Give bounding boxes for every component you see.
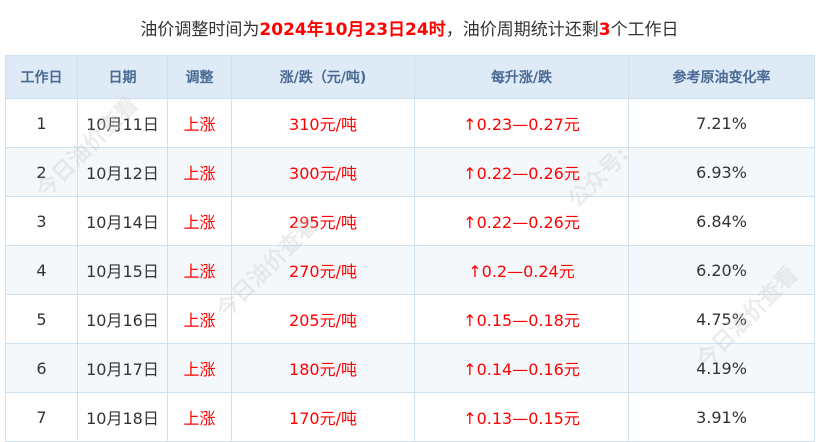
cell-date: 10月14日 [77, 196, 168, 246]
table-row: 3 10月14日 上涨 295元/吨 ↑0.22—0.26元 6.84% [5, 196, 815, 246]
table-row: 2 10月12日 上涨 300元/吨 ↑0.22—0.26元 6.93% [5, 147, 815, 197]
cell-date: 10月12日 [77, 147, 168, 197]
cell-adj: 上涨 [167, 196, 232, 246]
cell-rate: 6.20% [628, 245, 815, 295]
cell-rate: 4.19% [628, 343, 815, 393]
cell-rate: 6.93% [628, 147, 815, 197]
column-header: 参考原油变化率 [628, 55, 815, 99]
cell-liter: ↑0.2—0.24元 [414, 245, 629, 295]
cell-ton: 170元/吨 [231, 392, 415, 442]
cell-date: 10月11日 [77, 98, 168, 148]
cell-date: 10月15日 [77, 245, 168, 295]
cell-liter: ↑0.22—0.26元 [414, 196, 629, 246]
cell-ton: 295元/吨 [231, 196, 415, 246]
cell-adj: 上涨 [167, 294, 232, 344]
cell-rate: 4.75% [628, 294, 815, 344]
column-header: 调整 [167, 55, 232, 99]
table-row: 5 10月16日 上涨 205元/吨 ↑0.15—0.18元 4.75% [5, 294, 815, 344]
column-header: 日期 [77, 55, 168, 99]
cell-rate: 7.21% [628, 98, 815, 148]
cell-liter: ↑0.22—0.26元 [414, 147, 629, 197]
column-header: 每升涨/跌 [414, 55, 629, 99]
cell-ton: 270元/吨 [231, 245, 415, 295]
column-header: 工作日 [5, 55, 78, 99]
cell-adj: 上涨 [167, 98, 232, 148]
table-row: 1 10月11日 上涨 310元/吨 ↑0.23—0.27元 7.21% [5, 98, 815, 148]
cell-liter: ↑0.13—0.15元 [414, 392, 629, 442]
cell-rate: 6.84% [628, 196, 815, 246]
cell-liter: ↑0.23—0.27元 [414, 98, 629, 148]
cell-liter: ↑0.15—0.18元 [414, 294, 629, 344]
cell-ton: 300元/吨 [231, 147, 415, 197]
table-row: 7 10月18日 上涨 170元/吨 ↑0.13—0.15元 3.91% [5, 392, 815, 442]
cell-adj: 上涨 [167, 343, 232, 393]
cell-adj: 上涨 [167, 245, 232, 295]
table-row: 4 10月15日 上涨 270元/吨 ↑0.2—0.24元 6.20% [5, 245, 815, 295]
cell-day: 1 [5, 98, 78, 148]
cell-date: 10月18日 [77, 392, 168, 442]
oil-price-table: 工作日 日期 调整 涨/跌（元/吨) 每升涨/跌 参考原油变化率 1 10月11日 上涨 310… [5, 55, 815, 442]
cell-adj: 上涨 [167, 147, 232, 197]
cell-ton: 205元/吨 [231, 294, 415, 344]
column-header: 涨/跌（元/吨) [231, 55, 415, 99]
cell-rate: 3.91% [628, 392, 815, 442]
cell-liter: ↑0.14—0.16元 [414, 343, 629, 393]
cell-adj: 上涨 [167, 392, 232, 442]
cell-day: 2 [5, 147, 78, 197]
table-row: 6 10月17日 上涨 180元/吨 ↑0.14—0.16元 4.19% [5, 343, 815, 393]
cell-day: 6 [5, 343, 78, 393]
page-title: 油价调整时间为2024年10月23日24时，油价周期统计还剩3个工作日 [140, 20, 679, 40]
cell-day: 7 [5, 392, 78, 442]
cell-day: 3 [5, 196, 78, 246]
cell-ton: 180元/吨 [231, 343, 415, 393]
cell-day: 4 [5, 245, 78, 295]
header-row: 工作日 日期 调整 涨/跌（元/吨) 每升涨/跌 参考原油变化率 [5, 55, 815, 99]
cell-day: 5 [5, 294, 78, 344]
cell-ton: 310元/吨 [231, 98, 415, 148]
cell-date: 10月16日 [77, 294, 168, 344]
cell-date: 10月17日 [77, 343, 168, 393]
